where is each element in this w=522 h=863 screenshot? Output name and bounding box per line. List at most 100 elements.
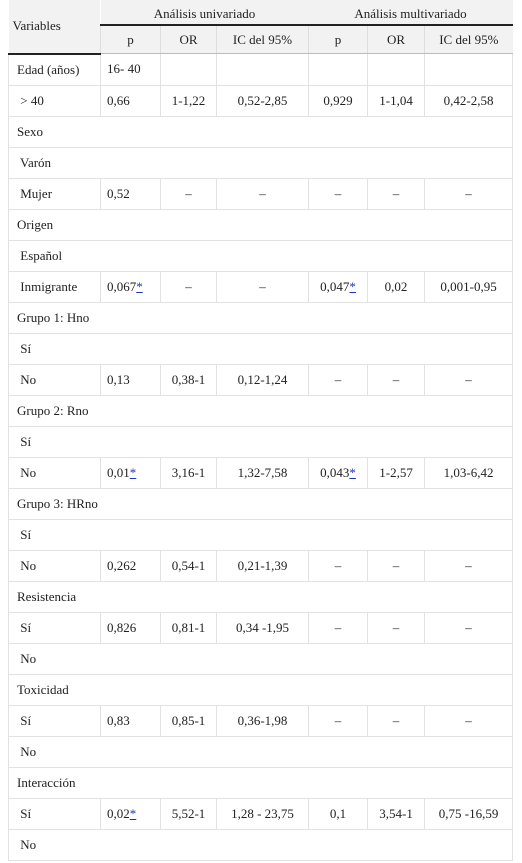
value-cell: 0,001-0,95 xyxy=(424,271,514,303)
value-cell: 0,043* xyxy=(308,457,368,489)
value-cell: – xyxy=(308,178,368,210)
cell-text: 0,047 xyxy=(320,278,350,294)
table-row: > 40 0,66 1-1,22 0,52-2,85 0,929 1-1,04 0,42-2… xyxy=(8,85,514,117)
value-cell: 0,52 xyxy=(100,178,161,210)
column-header: IC del 95% xyxy=(215,25,309,54)
column-header: OR xyxy=(367,25,425,54)
value-cell: 0,66 xyxy=(100,85,161,117)
value-cell: 0,36-1,98 xyxy=(215,705,309,737)
value-cell: 0,047* xyxy=(308,271,368,303)
table-row: No xyxy=(7,736,514,768)
column-header: p xyxy=(100,25,161,54)
cell-text: 0,02 xyxy=(107,805,130,821)
value-cell: – xyxy=(308,612,368,644)
row-label: Sí xyxy=(8,798,101,830)
row-label: Mujer xyxy=(8,178,101,210)
value-cell: 0,21-1,39 xyxy=(215,550,309,582)
value-cell: 0,262 xyxy=(100,550,161,582)
table-row: No xyxy=(7,829,514,861)
table-row: Sí xyxy=(7,333,514,365)
row-label: Origen xyxy=(7,209,514,241)
value-cell: 1-1,04 xyxy=(367,85,425,117)
value-cell xyxy=(367,53,425,86)
value-cell: – xyxy=(308,705,368,737)
table-row: Sí 0,826 0,81-1 0,34 -1,95– – – xyxy=(8,612,514,644)
value-cell: – xyxy=(367,550,425,582)
row-label: No xyxy=(8,364,101,396)
row-label: Sí xyxy=(8,612,101,644)
header-cell: Variables xyxy=(8,0,101,55)
value-cell: 0,54-1 xyxy=(160,550,217,582)
results-table: Variables Análisis univariado Análisis m… xyxy=(7,0,514,861)
value-cell: 0,02 xyxy=(367,271,425,303)
footnote-link[interactable]: * xyxy=(129,805,137,821)
row-label: No xyxy=(8,550,101,582)
table-row: Varón xyxy=(7,147,514,179)
table-row: Toxicidad xyxy=(7,674,514,706)
row-label: Inmigrante xyxy=(8,271,101,303)
row-label: No xyxy=(8,457,101,489)
value-cell: 0,52-2,85 xyxy=(215,85,309,117)
value-cell: – xyxy=(160,271,217,303)
row-label: Toxicidad xyxy=(7,674,514,706)
table-row: Origen xyxy=(7,209,514,241)
table-row: Mujer 0,52– – – – – xyxy=(8,178,514,210)
table-row: Grupo 1: Hno xyxy=(7,302,514,334)
value-cell: 0,42-2,58 xyxy=(424,85,514,117)
table-row: Interacción xyxy=(7,767,514,799)
value-cell: – xyxy=(308,364,368,396)
value-cell: – xyxy=(367,705,425,737)
table-row: No xyxy=(7,643,514,675)
value-cell: 3,16-1 xyxy=(160,457,217,489)
table-row: Inmigrante 0,067* – –0,047* 0,02 0,001-0,95 xyxy=(8,271,514,303)
table-row: No 0,262 0,54-1 0,21-1,39– – – xyxy=(8,550,514,582)
group-header: Análisis univariado xyxy=(100,0,309,26)
row-label: No xyxy=(7,829,514,861)
table-row: Edad (años) 16- 40 xyxy=(8,53,514,86)
value-cell: – xyxy=(160,178,217,210)
value-cell: – xyxy=(215,178,309,210)
value-cell: – xyxy=(424,364,514,396)
footnote-link[interactable]: * xyxy=(136,278,143,294)
value-cell xyxy=(215,53,309,86)
row-label: Sí xyxy=(8,705,101,737)
row-label: No xyxy=(7,643,514,675)
value-cell: – xyxy=(215,271,309,303)
row-label: Interacción xyxy=(7,767,514,799)
row-label: Resistencia xyxy=(7,581,514,613)
table-row: Grupo 3: HRno xyxy=(7,488,514,520)
group-header: Análisis multivariado xyxy=(308,0,513,26)
column-header: p xyxy=(308,25,368,54)
value-cell: 0,02* xyxy=(100,798,161,830)
row-label: Edad (años) xyxy=(8,53,101,86)
value-cell: – xyxy=(367,178,425,210)
value-cell: – xyxy=(424,705,514,737)
row-label: Sí xyxy=(7,426,514,458)
row-label: Sexo xyxy=(7,116,514,148)
table-row: Resistencia xyxy=(7,581,514,613)
table-row: Sexo xyxy=(7,116,514,148)
value-cell: 5,52-1 xyxy=(160,798,217,830)
footnote-link[interactable]: * xyxy=(349,278,356,294)
footnote-link[interactable]: * xyxy=(349,464,356,480)
row-label: Grupo 3: HRno xyxy=(7,488,514,520)
value-cell: 1,32-7,58 xyxy=(215,457,309,489)
row-label: No xyxy=(7,736,514,768)
value-cell: – xyxy=(308,550,368,582)
value-cell xyxy=(424,53,514,86)
column-header: OR xyxy=(160,25,217,54)
row-label: Grupo 2: Rno xyxy=(7,395,514,427)
footnote-link[interactable]: * xyxy=(129,464,137,480)
value-cell: 0,34 -1,95 xyxy=(215,612,309,644)
row-label: Varón xyxy=(7,147,514,179)
row-label: Sí xyxy=(7,333,514,365)
row-label: > 40 xyxy=(8,85,101,117)
row-label: Grupo 1: Hno xyxy=(7,302,514,334)
table-row: Grupo 2: Rno xyxy=(7,395,514,427)
cell-text: 0,01 xyxy=(107,464,130,480)
value-cell: 0,067* xyxy=(100,271,161,303)
column-header: IC del 95% xyxy=(424,25,513,54)
table-row: Sí 0,83 0,85-1 0,36-1,98– – – xyxy=(8,705,514,737)
value-cell: – xyxy=(424,178,514,210)
